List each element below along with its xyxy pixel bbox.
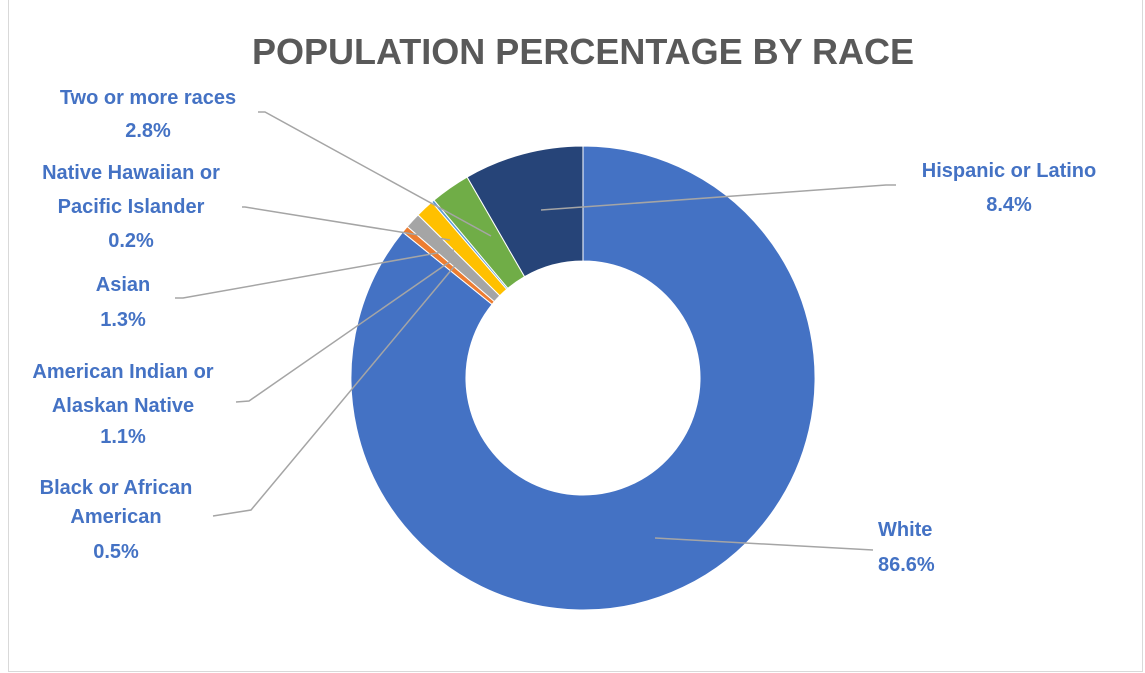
leader-line-asian xyxy=(175,249,455,299)
leader-line-two-or-more-races xyxy=(258,111,492,237)
leader-line-black-or-african-american xyxy=(212,261,459,517)
category-label-native-hawaiian-or-pacific-islander: Pacific Islander xyxy=(58,196,205,218)
data-label-american-indian-or-alaskan-native: American Indian or Alaskan Native 1.1% xyxy=(32,361,213,448)
category-label-hispanic-or-latino: Hispanic or Latino xyxy=(922,160,1096,182)
leader-line-native-hawaiian-or-pacific-islander xyxy=(242,206,451,241)
category-label-black-or-african-american: American xyxy=(70,506,161,528)
value-label-native-hawaiian-or-pacific-islander: 0.2% xyxy=(108,230,154,252)
value-label-black-or-african-american: 0.5% xyxy=(93,541,139,563)
data-label-white: White 86.6% xyxy=(878,519,935,576)
data-label-asian: Asian 1.3% xyxy=(96,274,150,331)
leader-line-white xyxy=(654,537,874,551)
leader-line-american-indian-or-alaskan-native xyxy=(235,255,459,403)
value-label-hispanic-or-latino: 8.4% xyxy=(986,194,1032,216)
labels-group: White 86.6% Black or African American 0.5% Am… xyxy=(32,87,1096,576)
leader-line-hispanic-or-latino xyxy=(540,184,896,211)
data-label-black-or-african-american: Black or African American 0.5% xyxy=(40,477,193,563)
data-label-native-hawaiian-or-pacific-islander: Native Hawaiian or Pacific Islander 0.2% xyxy=(42,162,220,252)
value-label-white: 86.6% xyxy=(878,554,935,576)
value-label-two-or-more-races: 2.8% xyxy=(125,120,171,142)
category-label-black-or-african-american: Black or African xyxy=(40,477,193,499)
category-label-american-indian-or-alaskan-native: American Indian or xyxy=(32,361,213,383)
value-label-american-indian-or-alaskan-native: 1.1% xyxy=(100,426,146,448)
category-label-asian: Asian xyxy=(96,274,150,296)
data-label-hispanic-or-latino: Hispanic or Latino 8.4% xyxy=(922,160,1096,216)
category-label-white: White xyxy=(878,519,932,541)
value-label-asian: 1.3% xyxy=(100,309,146,331)
chart-title: POPULATION PERCENTAGE BY RACE xyxy=(252,31,914,72)
slice-hispanic-or-latino xyxy=(466,145,584,278)
slice-white xyxy=(350,145,816,611)
slices-group xyxy=(350,145,816,611)
category-label-american-indian-or-alaskan-native: Alaskan Native xyxy=(52,395,194,417)
category-label-two-or-more-races: Two or more races xyxy=(60,87,236,109)
category-label-native-hawaiian-or-pacific-islander: Native Hawaiian or xyxy=(42,162,220,184)
leader-lines-group xyxy=(175,111,896,551)
data-label-two-or-more-races: Two or more races 2.8% xyxy=(60,87,236,142)
